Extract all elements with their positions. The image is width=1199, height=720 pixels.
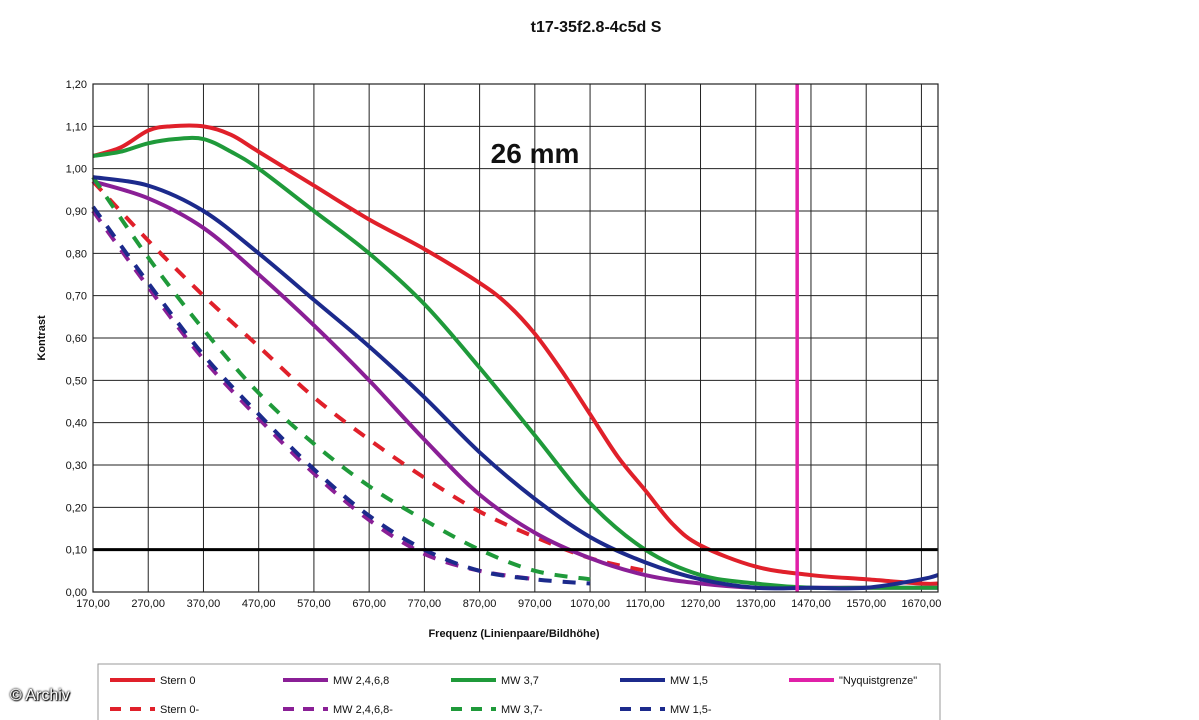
x-tick-label: 1170,00	[626, 598, 665, 610]
x-tick-label: 970,00	[518, 598, 552, 610]
y-tick-label: 0,80	[66, 248, 87, 260]
series-line-mw-1-5	[92, 175, 939, 591]
legend: Stern 0 MW 2,4,6,8 MW 3,7 MW 1,5 "Nyquistgre…	[97, 663, 941, 720]
y-tick-label: 1,10	[66, 121, 87, 133]
x-tick-label: 770,00	[408, 598, 442, 610]
plot-frame	[92, 83, 939, 593]
legend-label: MW 2,4,6,8-	[333, 704, 393, 716]
y-tick-label: 0,20	[66, 502, 87, 514]
x-tick-label: 370,00	[187, 598, 221, 610]
legend-label: MW 1,5	[670, 675, 708, 687]
legend-label: MW 2,4,6,8	[333, 675, 389, 687]
y-tick-label: 0,50	[66, 375, 87, 387]
reference-lines	[93, 84, 938, 592]
series-line-mw-1-5-dashed	[91, 205, 591, 586]
legend-label: MW 3,7	[501, 675, 539, 687]
y-tick-label: 0,60	[66, 333, 87, 345]
x-tick-label: 570,00	[297, 598, 331, 610]
x-tick-label: 670,00	[352, 598, 386, 610]
legend-box	[97, 663, 941, 720]
x-axis-label: Frequenz (Linienpaare/Bildhöhe)	[428, 628, 599, 640]
y-tick-label: 0,10	[66, 545, 87, 557]
y-tick-label: 0,70	[66, 291, 87, 303]
y-tick-label: 1,00	[66, 164, 87, 176]
legend-label: Stern 0-	[160, 704, 199, 716]
y-tick-label: 1,20	[66, 79, 87, 91]
x-tick-label: 870,00	[463, 598, 497, 610]
chart-title: t17-35f2.8-4c5d S	[531, 19, 662, 36]
legend-label: "Nyquistgrenze"	[839, 675, 917, 687]
y-tick-label: 0,90	[66, 206, 87, 218]
x-tick-label: 1370,00	[736, 598, 776, 610]
x-tick-label: 1270,00	[681, 598, 721, 610]
x-tick-label: 1070,00	[570, 598, 610, 610]
x-tick-label: 270,00	[131, 598, 165, 610]
y-tick-label: 0,30	[66, 460, 87, 472]
series-line-mw-3-7-dashed	[91, 176, 591, 582]
legend-label: Stern 0	[160, 675, 195, 687]
x-tick-label: 170,00	[76, 598, 110, 610]
x-tick-label: 1570,00	[846, 598, 886, 610]
series-line-stern-0-dashed	[91, 180, 646, 573]
focal-length-annotation: 26 mm	[491, 138, 580, 169]
axes: 170,00 270,00 370,00 470,00 570,00 670,00 770,…	[66, 79, 942, 610]
y-axis-label: Kontrast	[36, 315, 48, 361]
series-lines	[91, 123, 939, 591]
series-line-stern-0	[92, 123, 939, 586]
legend-label: MW 1,5-	[670, 704, 712, 716]
x-tick-label: 1470,00	[791, 598, 831, 610]
archive-watermark: © Archiv	[10, 687, 70, 704]
x-tick-label: 1670,00	[902, 598, 942, 610]
y-tick-label: 0,40	[66, 418, 87, 430]
y-tick-label: 0,00	[66, 587, 87, 599]
x-tick-label: 470,00	[242, 598, 276, 610]
legend-label: MW 3,7-	[501, 704, 543, 716]
